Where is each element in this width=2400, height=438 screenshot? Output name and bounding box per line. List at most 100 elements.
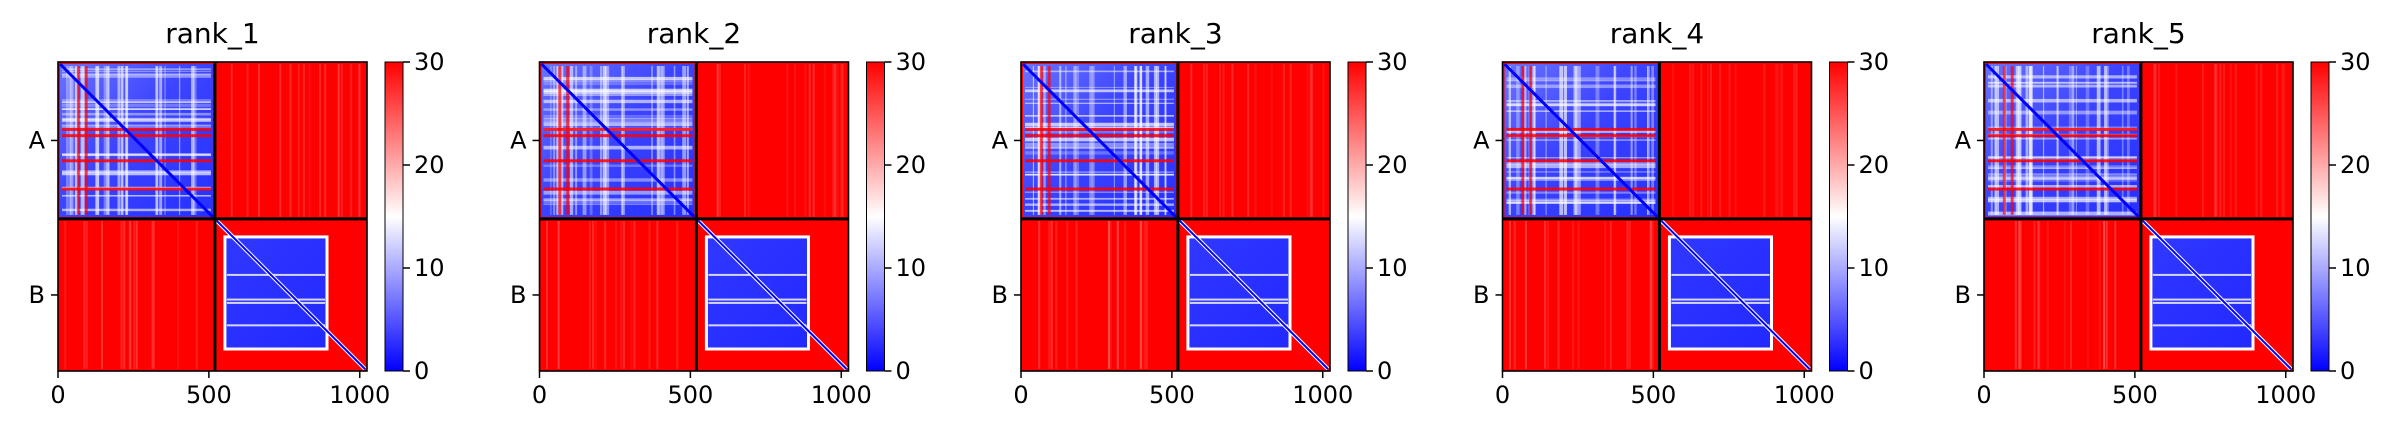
- heatmap-block-B: [704, 235, 810, 351]
- heatmap-streak: [1506, 176, 1656, 180]
- colorbar-tick-label: 30: [1859, 48, 1890, 76]
- heatmap-texture: [246, 64, 249, 217]
- heatmap-texture: [195, 220, 198, 369]
- heatmap-texture: [2033, 220, 2036, 369]
- heatmap-texture: [2283, 64, 2286, 217]
- heatmap-block-B: [1667, 235, 1773, 351]
- y-tick-label: B: [1473, 281, 1489, 309]
- heatmap-texture: [676, 220, 679, 369]
- heatmap-streak: [226, 301, 325, 304]
- heatmap-texture: [615, 220, 618, 369]
- heatmap-streak: [543, 199, 693, 204]
- subplot-title: rank_1: [165, 17, 259, 50]
- heatmap-texture: [2175, 64, 2178, 217]
- heatmap-texture: [1306, 64, 1309, 217]
- colorbar-tick-label: 20: [1859, 151, 1890, 179]
- heatmap-texture: [152, 220, 155, 369]
- heatmap-streak: [556, 66, 559, 215]
- heatmap-streak: [1988, 198, 2137, 203]
- heatmap-diagonal-A: [58, 62, 214, 218]
- heatmap-texture: [622, 220, 625, 369]
- heatmap-texture: [230, 64, 233, 217]
- heatmap-texture: [1795, 64, 1798, 217]
- heatmap-texture: [2037, 220, 2040, 369]
- heatmap-red-line: [1529, 66, 1533, 215]
- colorbar-tick-label: 20: [1377, 151, 1408, 179]
- y-tick-label: B: [29, 281, 45, 309]
- heatmap-texture: [1524, 220, 1527, 369]
- heatmap-block-B: [1186, 235, 1292, 351]
- heatmap-streak: [1574, 66, 1577, 215]
- heatmap-streak: [543, 122, 693, 127]
- heatmap-streak: [67, 66, 72, 215]
- heatmap-texture: [1075, 220, 1078, 369]
- heatmap-streak: [543, 190, 693, 195]
- heatmap-streak: [1671, 301, 1770, 304]
- heatmap-texture: [1109, 220, 1112, 369]
- heatmap-texture: [338, 64, 341, 217]
- heatmap-texture: [308, 64, 311, 217]
- heatmap-texture: [151, 220, 154, 369]
- heatmap-texture: [808, 64, 811, 217]
- heatmap-streak: [1037, 66, 1042, 215]
- heatmap-streak: [226, 298, 325, 301]
- heatmap-texture: [64, 220, 67, 369]
- heatmap-streak: [226, 273, 325, 276]
- heatmap-streak: [80, 66, 85, 215]
- subplot-rank_3: rank_3 0 500 1000 A B 0 10 20 30: [992, 17, 1408, 409]
- heatmap-streak: [543, 164, 693, 167]
- heatmap-texture: [1779, 64, 1782, 217]
- heatmap-texture: [1231, 64, 1234, 217]
- heatmap-streak: [1134, 66, 1138, 215]
- heatmap-red-line: [558, 66, 562, 215]
- heatmap-streak: [2042, 66, 2045, 215]
- heatmap-streak: [226, 324, 325, 327]
- heatmap-streak: [164, 66, 166, 215]
- heatmap-streak: [2056, 66, 2059, 215]
- heatmap-texture: [2154, 64, 2157, 217]
- heatmap-red-line: [62, 187, 211, 191]
- heatmap-streak: [1025, 203, 1174, 206]
- heatmap-streak: [1506, 80, 1656, 82]
- heatmap-streak: [178, 66, 181, 215]
- axes-frame: [57, 61, 368, 372]
- heatmap-streak: [1988, 85, 2137, 88]
- heatmap-texture: [1050, 220, 1053, 369]
- heatmap-streak: [1988, 196, 2137, 200]
- heatmap-streak: [1506, 191, 1656, 194]
- heatmap-texture: [1203, 64, 1206, 217]
- heatmap-streak: [1025, 98, 1174, 100]
- heatmap-streak: [2152, 301, 2251, 304]
- heatmap-texture: [1309, 64, 1312, 217]
- heatmap-streak: [124, 66, 127, 215]
- heatmap-diagonal-B: [216, 220, 366, 370]
- heatmap-streak: [1545, 66, 1547, 215]
- heatmap-texture: [2276, 64, 2279, 217]
- heatmap-streak: [1025, 171, 1174, 174]
- heatmap-streak: [62, 107, 211, 111]
- heatmap-red-line: [1988, 134, 2137, 138]
- heatmap-texture: [2219, 64, 2222, 217]
- heatmap-texture: [2222, 64, 2225, 217]
- heatmap-streak: [1506, 162, 1656, 166]
- heatmap-streak: [1065, 66, 1067, 215]
- colorbar-tick-label: 20: [896, 151, 927, 179]
- heatmap-texture: [120, 220, 123, 369]
- heatmap-streak: [2071, 66, 2075, 215]
- x-tick-label: 0: [50, 381, 65, 409]
- heatmap-streak: [117, 66, 121, 215]
- heatmap-streak: [62, 108, 211, 110]
- heatmap-streak: [120, 66, 124, 215]
- heatmap-streak: [559, 66, 564, 215]
- heatmap-streak: [543, 117, 693, 120]
- heatmap-diagonal-B: [697, 220, 848, 370]
- heatmap-texture: [133, 220, 136, 369]
- colorbar-tick-label: 30: [2340, 48, 2371, 76]
- heatmap-streak: [599, 66, 603, 215]
- heatmap-red-line: [566, 66, 570, 215]
- heatmap-texture: [337, 64, 340, 217]
- heatmap-texture: [1514, 220, 1517, 369]
- heatmap-texture: [1793, 64, 1796, 217]
- heatmap-red-line: [1988, 187, 2137, 191]
- heatmap-streak: [1988, 165, 2137, 169]
